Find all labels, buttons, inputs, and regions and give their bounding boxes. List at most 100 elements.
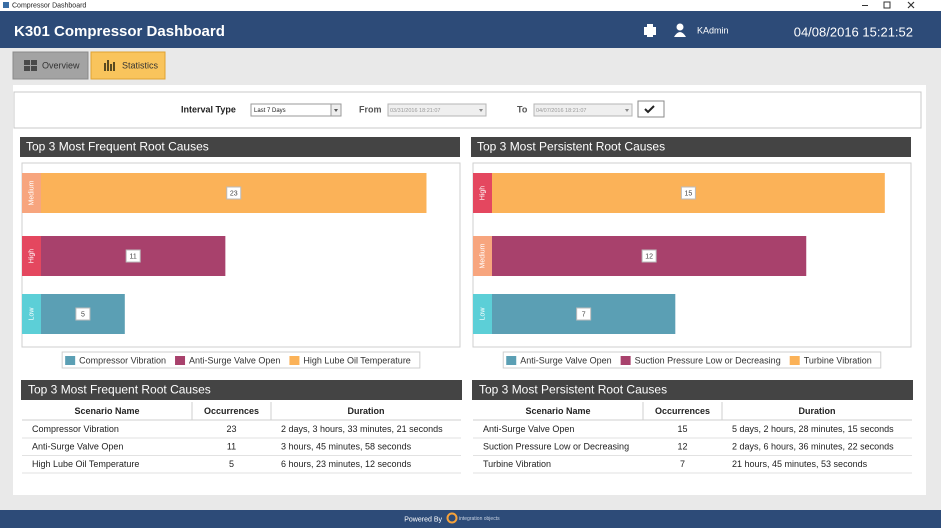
user-name: KAdmin — [697, 25, 729, 35]
category-label: Medium — [479, 243, 486, 268]
to-dropdown-arrow — [625, 109, 629, 112]
table-title-bar — [472, 380, 913, 400]
from-label: From — [359, 104, 382, 114]
category-label: High — [479, 186, 486, 201]
table-cell: Anti-Surge Valve Open — [32, 441, 123, 451]
legend-swatch — [620, 356, 631, 365]
legend-label: Suction Pressure Low or Decreasing — [635, 355, 781, 365]
chart-title-bar — [20, 137, 460, 157]
print-icon[interactable] — [644, 24, 656, 37]
legend-label: Turbine Vibration — [804, 355, 872, 365]
table-cell: 2 days, 3 hours, 33 minutes, 21 seconds — [281, 424, 443, 434]
bar-label-box — [75, 307, 91, 321]
bar-label-box — [125, 249, 141, 263]
legend-swatch — [289, 356, 300, 365]
header-bar — [0, 11, 941, 48]
app-icon — [3, 2, 9, 8]
category-tag — [473, 173, 492, 213]
category-tag — [22, 294, 41, 334]
table-cell: High Lube Oil Temperature — [32, 459, 139, 469]
interval-value: Last 7 Days — [254, 108, 286, 114]
overview-icon — [31, 60, 37, 65]
legend-swatch — [65, 356, 76, 365]
statistics-icon — [104, 63, 106, 71]
bar-label-box — [226, 186, 242, 200]
bar-label: 7 — [582, 311, 586, 318]
bar-label: 23 — [230, 190, 238, 197]
table-header — [473, 402, 912, 420]
chart-title: Top 3 Most Frequent Root Causes — [26, 140, 209, 154]
legend-swatch — [506, 356, 517, 365]
window-title: Compressor Dashboard — [12, 2, 86, 9]
column-header: Duration — [799, 406, 836, 416]
table-cell: Compressor Vibration — [32, 424, 119, 434]
minimize-button[interactable] — [862, 5, 868, 6]
category-label: Medium — [28, 180, 35, 205]
bar-label: 5 — [81, 311, 85, 318]
table-cell: 11 — [227, 441, 236, 451]
table-cell: Turbine Vibration — [483, 459, 551, 469]
window-bar — [0, 0, 941, 11]
category-tag — [473, 236, 492, 276]
check-icon — [644, 105, 655, 114]
legend — [61, 351, 421, 369]
table-header — [22, 402, 461, 420]
column-header: Duration — [348, 406, 385, 416]
footer-logo-text: integration objects — [459, 516, 500, 522]
column-header: Scenario Name — [525, 406, 590, 416]
bar-label-box — [641, 249, 657, 263]
overview-icon — [24, 60, 30, 65]
legend-swatch — [789, 356, 800, 365]
category-label: High — [28, 249, 35, 264]
close-button[interactable] — [907, 1, 915, 9]
dropdown-arrow — [334, 109, 338, 112]
bar-label-box — [576, 307, 592, 321]
footer-bar — [0, 510, 941, 528]
statistics-icon — [110, 64, 112, 71]
column-header: Scenario Name — [74, 406, 139, 416]
table-cell: 6 hours, 23 minutes, 12 seconds — [281, 459, 412, 469]
category-tag — [22, 173, 41, 213]
legend-label: Compressor Vibration — [79, 355, 166, 365]
table-title: Top 3 Most Persistent Root Causes — [479, 383, 667, 397]
to-input[interactable] — [533, 103, 633, 117]
category-tag — [22, 236, 41, 276]
bar-label: 11 — [130, 253, 137, 260]
table-cell: Anti-Surge Valve Open — [483, 424, 574, 434]
bar-label-box — [680, 186, 696, 200]
tab-overview[interactable] — [12, 51, 89, 80]
from-input[interactable] — [387, 103, 487, 117]
legend — [502, 351, 882, 369]
overview-icon — [24, 66, 30, 71]
footer-text: Powered By — [404, 516, 442, 523]
table-cell: 21 hours, 45 minutes, 53 seconds — [732, 459, 868, 469]
user-icon-head — [676, 23, 684, 31]
tab-overview-label: Overview — [42, 60, 80, 70]
chart-title: Top 3 Most Persistent Root Causes — [477, 140, 665, 154]
table-cell: 7 — [680, 459, 685, 469]
column-header: Occurrences — [204, 406, 259, 416]
table-cell: 2 days, 6 hours, 36 minutes, 22 seconds — [732, 441, 894, 451]
table-cell: 12 — [677, 441, 687, 451]
header-datetime: 04/08/2016 15:21:52 — [794, 24, 913, 39]
table-cell: 23 — [226, 424, 236, 434]
statistics-icon — [107, 60, 109, 71]
category-label: Low — [479, 307, 486, 321]
statistics-icon — [113, 62, 115, 71]
tab-statistics-label: Statistics — [122, 60, 159, 70]
legend-label: High Lube Oil Temperature — [303, 355, 410, 365]
user-icon-body — [674, 32, 686, 37]
legend-label: Anti-Surge Valve Open — [189, 355, 280, 365]
tab-statistics[interactable] — [90, 51, 166, 80]
from-dropdown-arrow — [479, 109, 483, 112]
category-tag — [473, 294, 492, 334]
from-value: 03/31/2016 18:21:07 — [390, 108, 440, 114]
table-cell: 5 — [229, 459, 234, 469]
legend-label: Anti-Surge Valve Open — [520, 355, 611, 365]
category-label: Low — [28, 307, 35, 321]
table-cell: 5 days, 2 hours, 28 minutes, 15 seconds — [732, 424, 894, 434]
table-cell: Suction Pressure Low or Decreasing — [483, 441, 629, 451]
maximize-button[interactable] — [883, 1, 891, 9]
